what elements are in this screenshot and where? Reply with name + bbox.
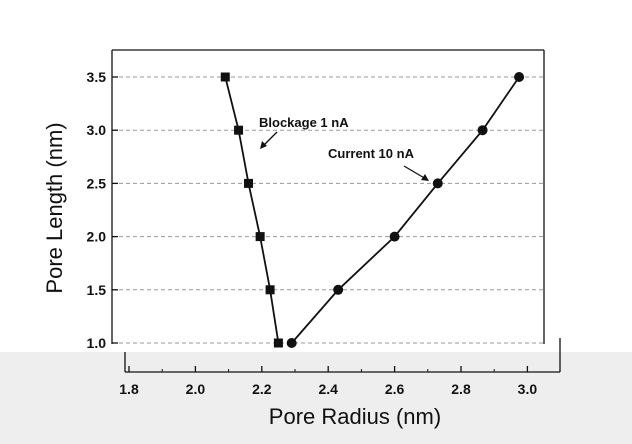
y-tick-label-3.0: 3.0 xyxy=(87,122,107,138)
x-axis-title: Pore Radius (nm) xyxy=(269,404,441,429)
series-line-0 xyxy=(224,76,280,344)
annotation-blockage: Blockage 1 nA xyxy=(259,115,349,130)
y-tick-label-2.0: 2.0 xyxy=(87,229,107,245)
y-tick-label-1.5: 1.5 xyxy=(87,282,107,298)
marker-circle-1-4 xyxy=(477,125,488,136)
arrowhead-current xyxy=(421,174,429,181)
x-tick-label-2.8: 2.8 xyxy=(451,381,471,397)
y-tick-label-3.5: 3.5 xyxy=(87,69,107,85)
x-tick-label-2.2: 2.2 xyxy=(252,381,272,397)
arrowhead-blockage xyxy=(260,141,267,149)
marker-square-0-2 xyxy=(244,178,254,188)
marker-square-0-4 xyxy=(265,285,275,295)
marker-square-0-3 xyxy=(255,232,265,242)
marker-circle-1-0 xyxy=(286,338,297,348)
x-tick-label-2.4: 2.4 xyxy=(318,381,338,397)
marker-circle-1-1 xyxy=(333,284,344,295)
x-tick-label-2.0: 2.0 xyxy=(186,381,206,397)
x-tick-label-2.6: 2.6 xyxy=(385,381,405,397)
marker-square-0-5 xyxy=(273,338,283,348)
bottom-band xyxy=(0,352,632,444)
x-tick-label-1.8: 1.8 xyxy=(119,381,139,397)
annotation-arrow-current xyxy=(403,165,427,180)
annotation-current: Current 10 nA xyxy=(328,146,415,161)
marker-square-0-1 xyxy=(234,125,244,135)
marker-circle-1-3 xyxy=(432,178,443,189)
marker-circle-1-2 xyxy=(389,231,400,242)
x-tick-label-3.0: 3.0 xyxy=(518,381,538,397)
marker-square-0-0 xyxy=(220,72,230,82)
y-tick-label-2.5: 2.5 xyxy=(87,175,107,191)
marker-circle-1-5 xyxy=(514,72,525,82)
y-axis-title: Pore Length (nm) xyxy=(42,122,67,293)
series-line-1 xyxy=(291,76,520,344)
y-tick-label-1.0: 1.0 xyxy=(87,335,107,351)
